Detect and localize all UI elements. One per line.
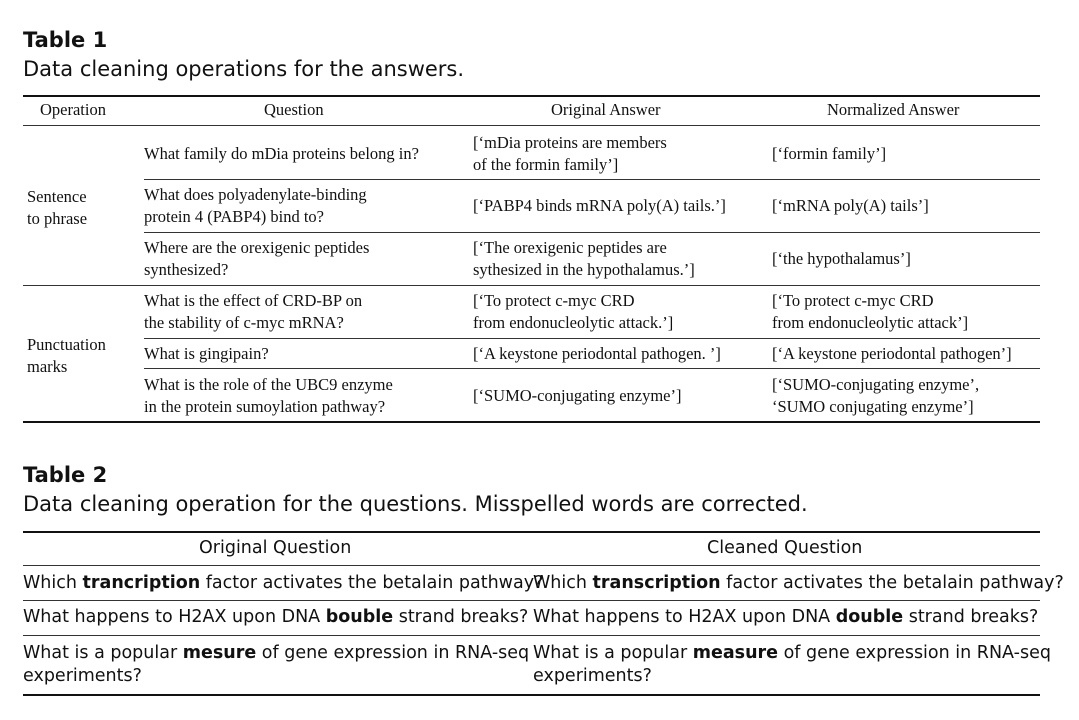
table1-row2-question: What does polyadenylate-binding protein … [144,185,367,226]
table1-row4-question: What is the effect of CRD-BP on the stab… [144,291,363,332]
table1-row2-original: [‘PABP4 binds mRNA poly(A) tails.’] [473,196,726,215]
table1-top-rule [23,95,1040,97]
table2-header-rule [23,565,1040,566]
corrected-word: double [835,607,904,627]
table2-row3-original: What is a popular mesure of gene express… [23,643,530,686]
table1-header-rule [23,125,1040,126]
table1-row-rule [144,338,1040,339]
table1-row1-normalized: [‘formin family’] [772,144,887,163]
table1-row-rule [144,232,1040,233]
table1-row4-original: [‘To protect c-myc CRD from endonucleoly… [473,291,674,332]
table1-row-rule [144,368,1040,369]
table1-row2-normalized: [‘mRNA poly(A) tails’] [772,196,929,215]
table1-caption: Data cleaning operations for the answers… [23,57,465,81]
table1-header-question: Question [264,100,324,119]
table2-caption: Data cleaning operation for the question… [23,492,808,516]
table1-label: Table 1 [23,28,108,52]
table1-header-operation: Operation [40,100,106,119]
table1-header-original-answer: Original Answer [551,100,661,119]
table1-operation-sentence-to-phrase: Sentence to phrase [27,187,88,228]
table1-row5-normalized: [‘A keystone periodontal pathogen’] [772,344,1012,363]
table1-row3-original: [‘The orexigenic peptides are sythesized… [473,238,695,279]
table2-label: Table 2 [23,463,108,487]
table1-row1-question: What family do mDia proteins belong in? [144,144,419,163]
table1-bottom-rule [23,421,1040,423]
table1-row6-question: What is the role of the UBC9 enzyme in t… [144,375,393,416]
table1-row6-original: [‘SUMO-conjugating enzyme’] [473,386,682,405]
misspelled-word: trancription [82,573,201,593]
table1-row5-original: [‘A keystone periodontal pathogen. ’] [473,344,721,363]
corrected-word: measure [692,643,779,663]
table1-row6-normalized: [‘SUMO-conjugating enzyme’, ‘SUMO conjug… [772,375,980,416]
table1-row-rule [144,179,1040,180]
table1-header-normalized-answer: Normalized Answer [827,100,960,119]
table2-row2-cleaned: What happens to H2AX upon DNA double str… [533,607,1039,627]
table1-row3-question: Where are the orexigenic peptides synthe… [144,238,370,279]
misspelled-word: mesure [182,643,257,663]
table2-row3-cleaned: What is a popular measure of gene expres… [533,643,1051,686]
table2-row2-original: What happens to H2AX upon DNA bouble str… [23,607,529,627]
table1-row5-question: What is gingipain? [144,344,269,363]
table2-row-rule [23,600,1040,601]
table1-group-rule [23,285,1040,286]
table2-row-rule [23,635,1040,636]
misspelled-word: bouble [325,607,394,627]
table1-operation-punctuation-marks: Punctuation marks [27,335,106,376]
table2-bottom-rule [23,694,1040,696]
table1-row4-normalized: [‘To protect c-myc CRD from endonucleoly… [772,291,969,332]
table2-header-cleaned-question: Cleaned Question [707,538,863,558]
corrected-word: transcription [592,573,721,593]
table1-row1-original: [‘mDia proteins are members of the formi… [473,133,667,174]
table2-row1-original: Which trancription factor activates the … [23,573,544,593]
table1-row3-normalized: [‘the hypothalamus’] [772,249,911,268]
table2-row1-cleaned: Which transcription factor activates the… [533,573,1064,593]
table2-header-original-question: Original Question [199,538,352,558]
table2-top-rule [23,531,1040,533]
